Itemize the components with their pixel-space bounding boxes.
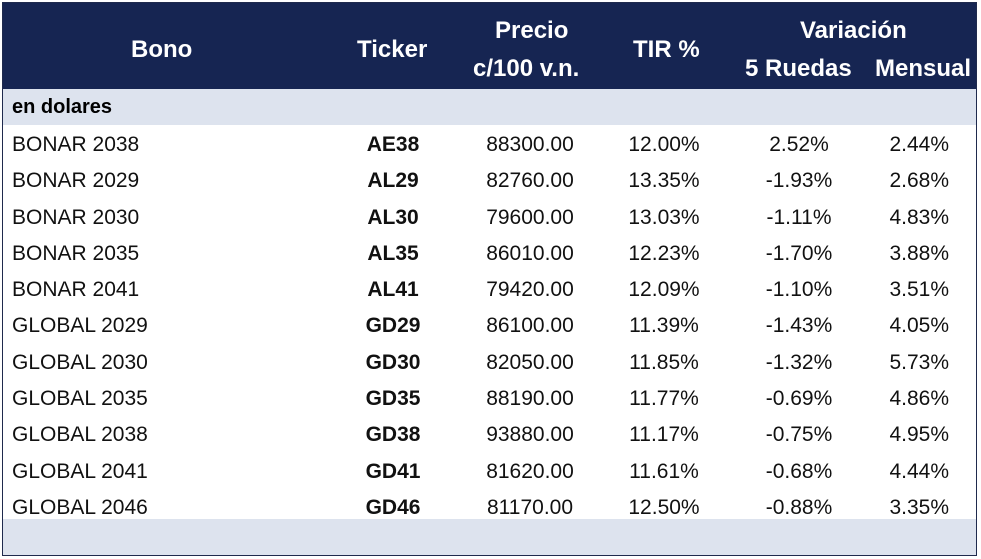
header-5-ruedas: 5 Ruedas [745,55,852,82]
cell-ticker: AL29 [367,169,419,193]
cell-tir: 13.35% [628,169,700,193]
cell-bono: GLOBAL 2038 [12,423,148,447]
cell-bono: BONAR 2030 [12,205,140,229]
cell-mensual: 3.35% [889,495,949,519]
cell-bono: GLOBAL 2035 [12,387,148,411]
table-row: GLOBAL 2029 GD29 86100.00 11.39% -1.43% … [3,308,976,344]
cell-tir: 12.50% [628,495,700,519]
cell-mensual: 3.51% [889,278,949,302]
cell-5-ruedas: -0.69% [765,387,833,411]
cell-tir: 11.85% [629,350,699,374]
cell-tir: 11.17% [629,423,699,447]
cell-ticker: GD29 [365,314,421,338]
cell-ticker: AL35 [367,241,419,265]
cell-precio: 79600.00 [486,205,574,229]
table-row: BONAR 2035 AL35 86010.00 12.23% -1.70% 3… [3,236,976,272]
cell-ticker: GD30 [365,350,421,374]
cell-mensual: 5.73% [889,350,949,374]
cell-bono: GLOBAL 2030 [12,350,148,374]
cell-5-ruedas: -1.32% [765,350,833,374]
table-row: GLOBAL 2041 GD41 81620.00 11.61% -0.68% … [3,454,976,490]
cell-precio: 88190.00 [486,387,574,411]
cell-bono: BONAR 2035 [12,241,140,265]
cell-precio: 93880.00 [486,423,574,447]
cell-mensual: 4.95% [889,423,949,447]
cell-bono: GLOBAL 2029 [12,314,148,338]
table-row: BONAR 2030 AL30 79600.00 13.03% -1.11% 4… [3,200,976,236]
cell-tir: 13.03% [628,205,700,229]
cell-mensual: 3.88% [889,241,949,265]
cell-5-ruedas: -1.10% [765,278,833,302]
cell-5-ruedas: -0.88% [765,495,833,519]
cell-tir: 11.61% [629,459,699,483]
cell-mensual: 4.44% [889,459,949,483]
header-precio-line1: Precio [495,17,569,44]
cell-5-ruedas: 2.52% [769,133,829,156]
section-row: en dolares [3,89,976,125]
cell-5-ruedas: -0.68% [765,459,833,483]
cell-mensual: 4.86% [889,387,949,411]
cell-ticker: AL41 [367,278,419,302]
cell-bono: GLOBAL 2041 [12,459,148,483]
cell-mensual: 4.05% [889,314,949,338]
section-label: en dolares [12,96,113,118]
cell-bono: GLOBAL 2046 [12,495,148,519]
table-row: BONAR 2041 AL41 79420.00 12.09% -1.10% 3… [3,272,976,308]
cell-ticker: AL30 [367,205,419,229]
cell-5-ruedas: -1.70% [765,241,833,265]
table-row: GLOBAL 2046 GD46 81170.00 12.50% -0.88% … [3,490,976,526]
cell-ticker: GD38 [365,423,421,447]
cell-mensual: 2.44% [889,133,949,156]
cell-bono: BONAR 2038 [12,133,140,156]
cell-5-ruedas: -1.43% [765,314,833,338]
cell-tir: 12.00% [628,133,700,156]
cell-precio: 81170.00 [486,495,574,519]
table-footer-band [3,519,976,555]
table-body: BONAR 2038 AE38 88300.00 12.00% 2.52% 2.… [3,127,976,526]
table-header: Bono Ticker Precio c/100 v.n. TIR % Vari… [3,3,976,89]
cell-5-ruedas: -1.93% [765,169,833,193]
cell-tir: 12.23% [628,241,700,265]
cell-bono: BONAR 2029 [12,169,140,193]
cell-precio: 81620.00 [486,459,574,483]
header-mensual: Mensual [875,55,972,82]
cell-5-ruedas: -1.11% [766,205,832,229]
header-bono: Bono [131,36,193,63]
table-row: GLOBAL 2035 GD35 88190.00 11.77% -0.69% … [3,381,976,417]
cell-precio: 82760.00 [486,169,574,193]
cell-tir: 11.77% [629,387,699,411]
table-row: BONAR 2029 AL29 82760.00 13.35% -1.93% 2… [3,163,976,199]
cell-precio: 79420.00 [486,278,574,302]
table-row: BONAR 2038 AE38 88300.00 12.00% 2.52% 2.… [3,127,976,163]
header-precio-line2: c/100 v.n. [473,55,580,82]
cell-tir: 12.09% [628,278,700,302]
cell-mensual: 4.83% [889,205,949,229]
header-variacion: Variación [800,17,907,44]
cell-ticker: AE38 [366,133,420,156]
cell-ticker: GD46 [365,495,421,519]
cell-ticker: GD41 [365,459,421,483]
cell-mensual: 2.68% [889,169,949,193]
cell-ticker: GD35 [365,387,421,411]
cell-precio: 88300.00 [486,133,574,156]
cell-precio: 82050.00 [486,350,574,374]
cell-precio: 86010.00 [486,241,574,265]
cell-bono: BONAR 2041 [12,278,140,302]
cell-5-ruedas: -0.75% [765,423,833,447]
cell-tir: 11.39% [629,314,699,338]
table-row: GLOBAL 2038 GD38 93880.00 11.17% -0.75% … [3,417,976,453]
header-tir: TIR % [633,36,700,63]
header-ticker: Ticker [357,36,428,63]
cell-precio: 86100.00 [486,314,574,338]
table-row: GLOBAL 2030 GD30 82050.00 11.85% -1.32% … [3,345,976,381]
